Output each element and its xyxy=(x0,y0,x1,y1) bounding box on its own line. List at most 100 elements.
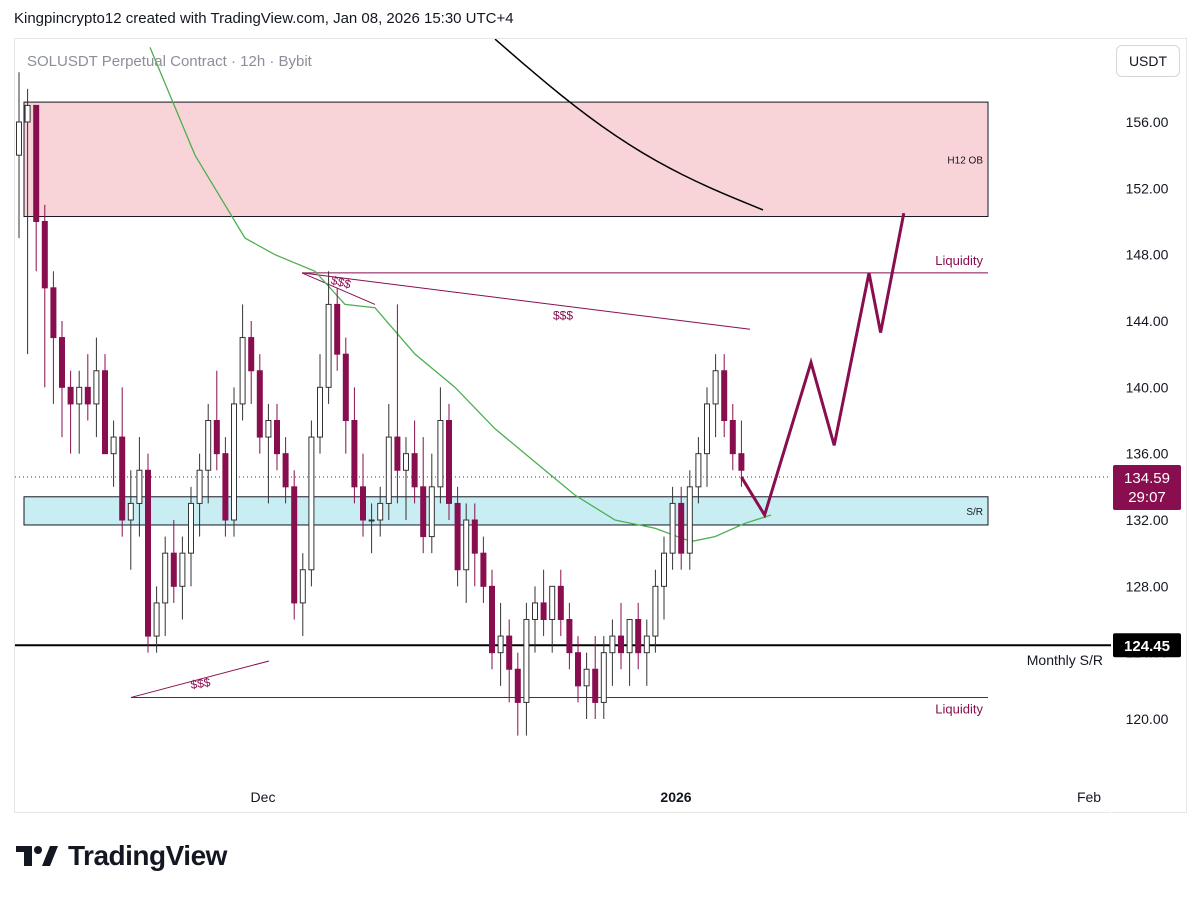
candle xyxy=(738,453,745,471)
candle xyxy=(704,403,710,455)
ma-fast-line xyxy=(149,47,772,543)
candle xyxy=(299,569,306,604)
dollar-label-1: $$$ xyxy=(553,308,573,322)
candle xyxy=(351,420,358,488)
candle xyxy=(41,221,48,289)
candle xyxy=(609,635,616,654)
candle xyxy=(411,453,418,488)
candle xyxy=(274,420,280,455)
y-tick-label: 148.00 xyxy=(1126,247,1169,263)
candle xyxy=(325,303,332,388)
candle xyxy=(59,337,65,388)
candle xyxy=(110,436,117,455)
candle xyxy=(635,619,642,654)
candle xyxy=(231,403,237,521)
candle xyxy=(282,453,289,488)
sr-zone xyxy=(23,496,989,526)
last-price-badge xyxy=(1113,465,1181,511)
candle xyxy=(102,370,108,455)
dollar-line-3 xyxy=(301,272,376,305)
h12-ob-zone xyxy=(23,101,989,218)
candle xyxy=(385,436,392,504)
dollar-line-1 xyxy=(301,272,751,330)
candle xyxy=(532,602,538,621)
candle xyxy=(549,585,556,620)
candle xyxy=(119,436,126,521)
last-price-value: 134.59 xyxy=(1124,470,1170,487)
candle xyxy=(188,502,194,554)
candle xyxy=(196,469,203,504)
liquidity-top-label: Liquidity xyxy=(935,253,983,268)
candle xyxy=(592,668,599,703)
liquidity-bottom-label: Liquidity xyxy=(935,701,983,716)
monthly-sr-label: Monthly S/R xyxy=(1027,652,1103,668)
x-tick-label: Dec xyxy=(251,789,276,805)
projection-path xyxy=(740,212,906,519)
candle xyxy=(566,619,573,654)
candle xyxy=(661,552,667,587)
candle xyxy=(514,668,521,703)
brand-name: TradingView xyxy=(68,840,227,871)
candle xyxy=(308,436,315,571)
candle xyxy=(618,635,624,654)
candle xyxy=(170,552,177,587)
candle xyxy=(523,619,530,703)
candle xyxy=(67,386,74,405)
y-tick-label: 152.00 xyxy=(1126,180,1169,196)
candle xyxy=(652,585,659,637)
h12-ob-label: H12 OB xyxy=(947,155,983,166)
candle xyxy=(506,635,513,670)
currency-button[interactable]: USDT xyxy=(1116,45,1180,77)
candle xyxy=(162,552,169,604)
x-tick-label: Feb xyxy=(1077,789,1101,805)
candle xyxy=(480,552,487,587)
ma-slow-line xyxy=(494,39,764,211)
candle xyxy=(33,104,40,222)
candle xyxy=(678,502,685,554)
chart-credit: Kingpincrypto12 created with TradingView… xyxy=(14,10,514,27)
candle xyxy=(712,370,719,405)
candle xyxy=(145,469,151,637)
candle xyxy=(127,502,134,521)
candle xyxy=(471,519,478,554)
candle xyxy=(179,552,186,587)
candle xyxy=(317,386,323,438)
candle xyxy=(420,486,427,538)
chart-frame[interactable]: H12 OB S/R Liquidity Liquidity $$$ $$$ $$$ Mont… xyxy=(14,38,1188,814)
candle xyxy=(686,486,693,554)
candle xyxy=(454,502,461,571)
candle xyxy=(583,668,590,687)
candle xyxy=(360,486,366,521)
x-tick-label: 2026 xyxy=(660,789,691,805)
candle xyxy=(153,602,160,637)
candle xyxy=(540,602,547,621)
tradingview-logo: TradingView xyxy=(16,840,227,872)
candle xyxy=(729,420,736,455)
candle xyxy=(497,635,504,654)
dollar-label-2: $$$ xyxy=(190,675,212,692)
candle xyxy=(265,420,272,438)
candle xyxy=(489,585,495,654)
candle xyxy=(575,652,581,687)
chart-title: SOLUSDT Perpetual Contract · 12h · Bybit xyxy=(27,53,313,70)
dollar-label-3: $$$ xyxy=(330,273,353,292)
candle xyxy=(84,386,91,405)
monthly-sr-badge xyxy=(1113,633,1181,658)
candle xyxy=(256,370,263,438)
candle xyxy=(377,502,384,521)
candle xyxy=(721,370,728,421)
y-tick-label: 136.00 xyxy=(1126,446,1169,462)
price-chart[interactable]: H12 OB S/R Liquidity Liquidity $$$ $$$ $$$ Mont… xyxy=(15,39,1188,814)
candle xyxy=(463,519,470,571)
candle xyxy=(446,420,452,504)
candle xyxy=(222,453,229,521)
candle xyxy=(437,420,444,488)
candle xyxy=(669,502,676,554)
candle xyxy=(239,337,246,405)
candle xyxy=(16,121,22,156)
candle xyxy=(368,519,375,522)
candle xyxy=(205,420,212,471)
y-tick-label: 128.00 xyxy=(1126,578,1169,594)
candle xyxy=(695,453,702,488)
candle xyxy=(136,469,143,504)
